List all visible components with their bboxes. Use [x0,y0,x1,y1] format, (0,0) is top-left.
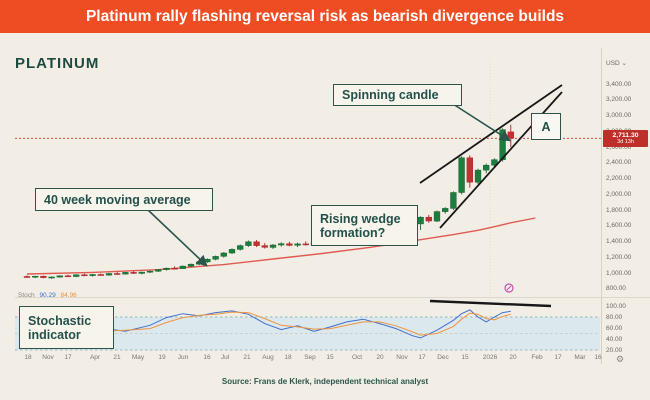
moving-average-arrow [147,209,208,267]
source-credit: Source: Frans de Klerk, independent tech… [221,377,429,386]
date-axis-label: 20 [509,354,517,361]
price-axis-label: 1,400.00 [606,238,632,246]
headline-text: Platinum rally flashing reversal risk as… [85,7,565,25]
callout-spinning-candle-text: Spinning candle [342,88,439,102]
bar-countdown: 3d 13h [617,139,634,145]
date-axis-label: Nov [42,354,54,361]
callout-point-a-text: A [541,119,551,134]
currency-dropdown-caret-icon: ⌄ [621,60,627,67]
currency-label: USD [606,60,620,67]
price-axis-label: 2,600.00 [606,143,632,151]
callout-rising-wedge-text: Rising wedge formation? [320,211,401,240]
date-axis-label: 16 [203,354,211,361]
callout-stochastic-indicator: Stochastic indicator [19,306,114,349]
date-axis-label: 20 [376,354,384,361]
stochastic-axis-label: 100.00 [606,302,626,310]
page-title: PLATINUM [15,55,100,72]
settings-gear-icon[interactable]: ⚙ [616,354,625,364]
price-axis-label: 2,200.00 [606,175,632,183]
price-axis-label: 800.00 [606,285,626,293]
date-axis-label: 2026 [482,354,498,361]
stochastic-divergence-trendline [429,299,552,308]
date-axis-label: 21 [113,354,121,361]
callout-stochastic-indicator-text: Stochastic indicator [28,313,92,342]
date-axis-label: 17 [418,354,426,361]
price-axis-label: 2,000.00 [606,190,632,198]
price-axis-label: 3,200.00 [606,96,632,104]
price-axis-label: 1,600.00 [606,222,632,230]
callout-moving-average-text: 40 week moving average [44,192,191,207]
stochastic-axis-label: 80.00 [606,313,623,321]
stochastic-legend-label: Stoch [18,292,35,299]
divergence-marker-icon [504,283,514,293]
price-axis-label: 3,400.00 [606,80,632,88]
price-axis-label: 2,400.00 [606,159,632,167]
date-axis-label: May [131,354,145,361]
date-axis-label: Sep [304,354,316,361]
stochastic-axis-label: 20.00 [606,346,623,354]
date-axis-label: 18 [24,354,32,361]
date-axis-label: Feb [531,354,543,361]
date-axis-label: Mar [574,354,586,361]
date-axis-label: 16 [594,354,602,361]
wedge-upper-trendline [419,84,563,184]
callout-moving-average: 40 week moving average [35,188,213,211]
date-axis-label: Aug [262,354,274,361]
price-axis-label: 1,000.00 [606,269,632,277]
stochastic-legend: Stoch 90.29 84.96 [18,292,77,299]
date-axis-label: 21 [243,354,251,361]
headline-banner: Platinum rally flashing reversal risk as… [0,0,650,33]
callout-spinning-candle: Spinning candle [333,84,462,106]
date-axis-label: Jun [177,354,189,361]
date-axis-label: Oct [351,354,363,361]
stochastic-d-value: 84.96 [60,292,77,299]
date-axis-label: Apr [89,354,101,361]
last-price-badge: 2,711.30 3d 13h [603,130,648,147]
date-axis-label: Jul [220,354,230,361]
price-axis-label: 3,000.00 [606,112,632,120]
stochastic-axis-label: 40.00 [606,335,623,343]
price-axis-label: 1,800.00 [606,206,632,214]
date-axis-label: 18 [284,354,292,361]
stochastic-axis-label: 60.00 [606,324,623,332]
date-axis-label: 19 [158,354,166,361]
date-axis-label: 17 [64,354,72,361]
callout-point-a: A [531,113,561,140]
date-axis-label: 15 [326,354,334,361]
spinning-candle-arrow [452,103,512,142]
stochastic-k-value: 90.29 [39,292,56,299]
callout-rising-wedge: Rising wedge formation? [311,205,418,246]
currency-selector[interactable]: USD ⌄ [606,59,627,67]
price-axis-label: 1,200.00 [606,253,632,261]
date-axis-label: Nov [396,354,408,361]
date-axis-label: Dec [437,354,449,361]
last-price-value: 2,711.30 [612,132,639,139]
date-axis-label: 15 [461,354,469,361]
date-axis-label: 17 [554,354,562,361]
